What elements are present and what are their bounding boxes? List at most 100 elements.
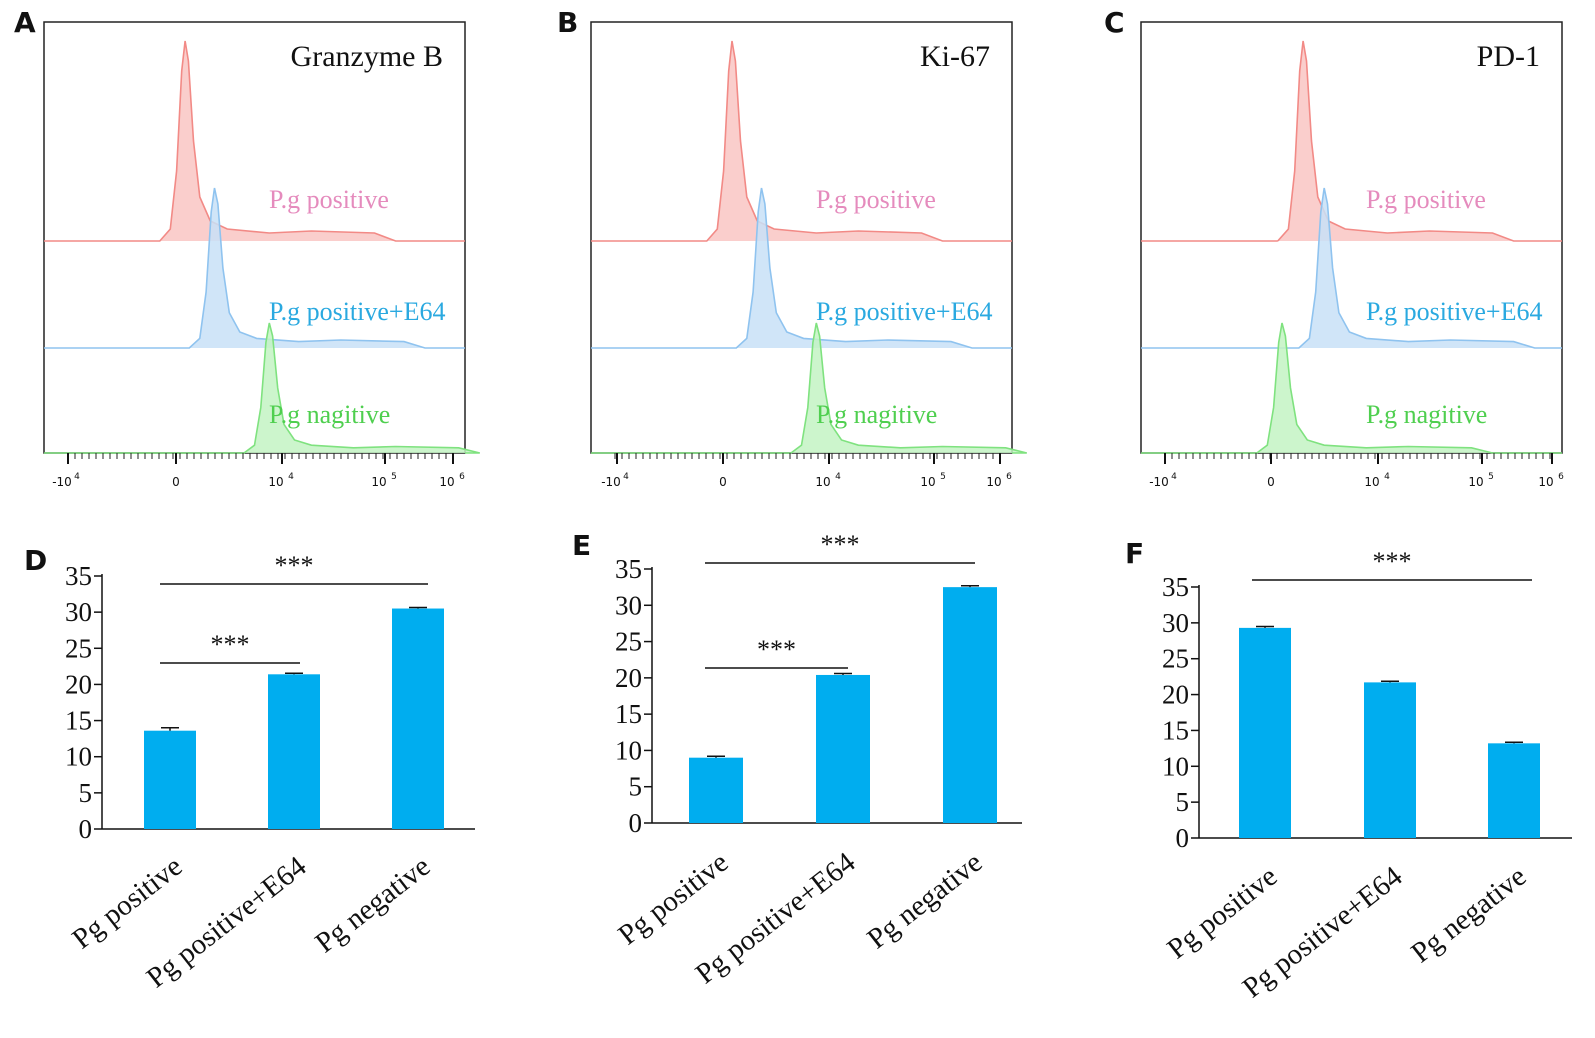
- y-tick-label: 10: [615, 735, 642, 765]
- x-tick-label: 10: [1468, 475, 1483, 489]
- category-label: Pg positive: [1161, 860, 1283, 965]
- x-tick-exponent: 5: [391, 472, 397, 482]
- y-tick-label: 30: [615, 590, 642, 620]
- bar: [943, 587, 997, 823]
- x-tick-exponent: 5: [940, 472, 946, 482]
- y-tick-label: 35: [65, 561, 92, 591]
- histogram-title: Ki-67: [920, 40, 990, 73]
- panel-letter: C: [1104, 6, 1125, 39]
- y-tick-label: 35: [615, 554, 642, 584]
- y-tick-label: 5: [79, 778, 93, 808]
- y-tick-label: 10: [65, 742, 92, 772]
- panel-letter: B: [557, 6, 578, 39]
- histogram-line-2: [1141, 322, 1562, 454]
- histogram-line-2: [44, 322, 480, 454]
- series-label: P.g positive: [816, 185, 936, 214]
- histogram-line-0: [591, 40, 1012, 242]
- y-tick-label: 25: [615, 627, 642, 657]
- panel-letter: E: [572, 529, 591, 562]
- significance-label: ***: [821, 530, 860, 559]
- significance-label: ***: [211, 630, 250, 659]
- y-tick-label: 25: [1162, 644, 1189, 674]
- bar: [1239, 627, 1291, 838]
- category-label: Pg positive: [612, 846, 734, 951]
- x-tick-label: 10: [1364, 475, 1379, 489]
- series-label: P.g positive+E64: [269, 297, 445, 326]
- series-label: P.g positive+E64: [1366, 297, 1542, 326]
- y-tick-label: 30: [65, 597, 92, 627]
- y-tick-label: 0: [1176, 823, 1190, 853]
- histogram-title: Granzyme B: [291, 40, 443, 73]
- y-tick-label: 20: [65, 669, 92, 699]
- x-tick-label: -10: [52, 475, 72, 489]
- panel-letter: D: [24, 544, 47, 577]
- series-label: P.g positive: [1366, 185, 1486, 214]
- x-tick-exponent: 4: [623, 472, 629, 482]
- histogram-line-1: [591, 187, 1012, 349]
- y-tick-label: 30: [1162, 608, 1189, 638]
- histogram-line-0: [1141, 40, 1562, 242]
- y-tick-label: 10: [1162, 751, 1189, 781]
- panel-letter: F: [1125, 537, 1144, 570]
- x-tick-label: 10: [371, 475, 386, 489]
- series-label: P.g nagitive: [816, 400, 937, 429]
- x-tick-exponent: 6: [1558, 472, 1564, 482]
- y-tick-label: 25: [65, 633, 92, 663]
- significance-label: ***: [275, 551, 314, 580]
- y-tick-label: 20: [615, 663, 642, 693]
- x-tick-label: 10: [1538, 475, 1553, 489]
- histogram-area-2: [591, 323, 1027, 453]
- x-tick-label: 0: [1267, 475, 1275, 489]
- x-tick-label: 10: [815, 475, 830, 489]
- bar: [816, 674, 870, 823]
- histogram-panel-b: B Ki-67 P.g positive P.g positive+E64 P.g na…: [557, 6, 1027, 489]
- x-tick-exponent: 4: [74, 472, 80, 482]
- bar: [1488, 743, 1540, 838]
- significance-label: ***: [1373, 547, 1412, 576]
- histogram-panel-a: A Granzyme B P.g positive P.g positive+E64 P…: [14, 6, 480, 489]
- histogram-line-2: [591, 322, 1027, 454]
- x-tick-exponent: 6: [1006, 472, 1012, 482]
- x-tick-label: -10: [1149, 475, 1169, 489]
- histogram-panel-c: C PD-1 P.g positive P.g positive+E64 P.g nag…: [1104, 6, 1564, 489]
- y-tick-label: 15: [1162, 715, 1189, 745]
- series-label: P.g positive: [269, 185, 389, 214]
- y-tick-label: 5: [629, 772, 643, 802]
- y-tick-label: 0: [79, 814, 93, 844]
- bar: [392, 608, 444, 829]
- bar: [268, 674, 320, 829]
- histogram-line-1: [1141, 187, 1562, 349]
- series-label: P.g nagitive: [269, 400, 390, 429]
- y-tick-label: 5: [1176, 787, 1190, 817]
- category-label: Pg negative: [1405, 860, 1532, 969]
- category-label: Pg positive: [66, 850, 188, 955]
- x-tick-label: 0: [719, 475, 727, 489]
- x-tick-exponent: 4: [835, 472, 841, 482]
- x-tick-exponent: 4: [288, 472, 294, 482]
- category-label: Pg negative: [309, 850, 436, 959]
- x-tick-exponent: 6: [459, 472, 465, 482]
- series-label: P.g nagitive: [1366, 400, 1487, 429]
- x-tick-label: -10: [601, 475, 621, 489]
- bar: [1364, 682, 1416, 838]
- x-tick-label: 10: [986, 475, 1001, 489]
- x-tick-exponent: 4: [1171, 472, 1177, 482]
- bar: [689, 757, 743, 823]
- x-tick-label: 0: [172, 475, 180, 489]
- histogram-area-2: [44, 323, 480, 453]
- category-label: Pg negative: [861, 846, 988, 955]
- y-tick-label: 15: [65, 706, 92, 736]
- x-tick-label: 10: [439, 475, 454, 489]
- y-tick-label: 35: [1162, 572, 1189, 602]
- series-label: P.g positive+E64: [816, 297, 992, 326]
- histogram-line-1: [44, 187, 465, 349]
- histogram-title: PD-1: [1477, 40, 1540, 73]
- y-tick-label: 15: [615, 699, 642, 729]
- x-tick-label: 10: [920, 475, 935, 489]
- x-tick-exponent: 4: [1384, 472, 1390, 482]
- x-tick-label: 10: [268, 475, 283, 489]
